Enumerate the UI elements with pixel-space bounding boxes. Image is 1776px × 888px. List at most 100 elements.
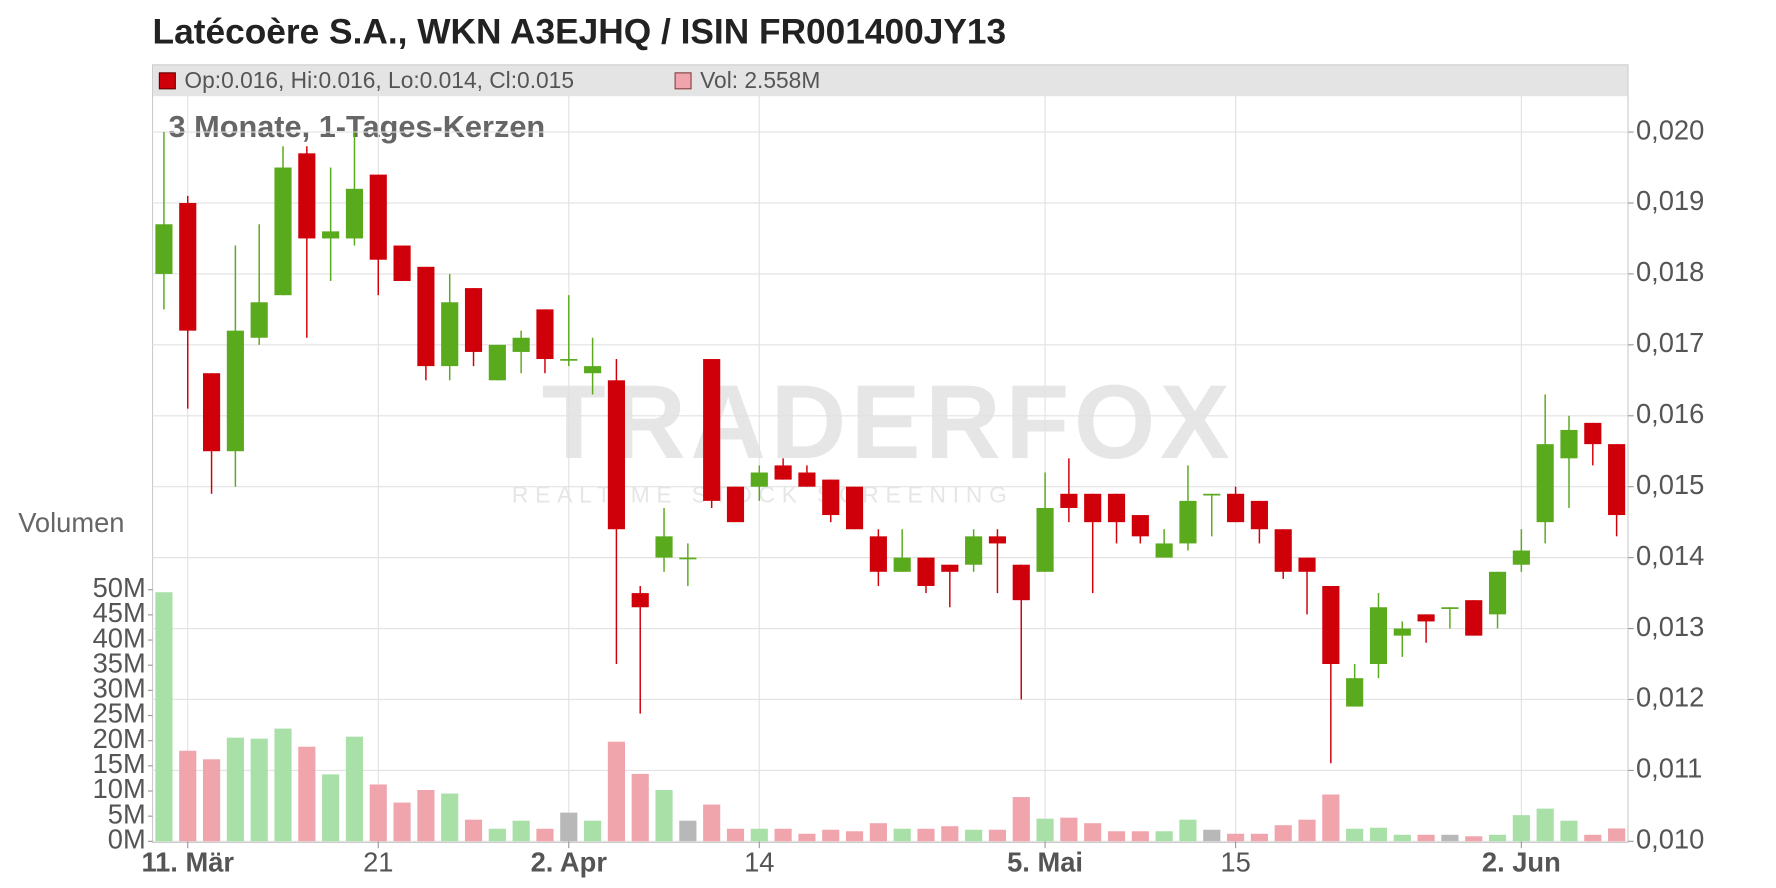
candle-body bbox=[1274, 529, 1292, 572]
y2-tick-label: 20M bbox=[93, 723, 146, 754]
y2-tick-label: 30M bbox=[93, 673, 146, 704]
volume-bar bbox=[274, 728, 292, 842]
watermark: TRADERFOX bbox=[542, 364, 1235, 481]
volume-bar bbox=[631, 773, 649, 842]
volume-bar bbox=[345, 736, 364, 842]
candle-body bbox=[1012, 564, 1030, 601]
volume-bar bbox=[1584, 834, 1602, 842]
candle-body bbox=[1036, 507, 1054, 572]
y2-tick-label: 40M bbox=[93, 622, 146, 653]
candle-body bbox=[1155, 543, 1173, 558]
candle-body bbox=[393, 245, 411, 282]
candle-body bbox=[1298, 557, 1316, 572]
candle-body bbox=[1393, 628, 1411, 636]
volume-bar bbox=[750, 828, 768, 842]
subtitle: 3 Monate, 1-Tages-Kerzen bbox=[168, 109, 545, 144]
x-tick-label: 14 bbox=[744, 846, 774, 877]
candle-body bbox=[750, 472, 768, 487]
volume-bar bbox=[202, 759, 221, 842]
y2-tick-label: 15M bbox=[93, 748, 146, 779]
legend-price-swatch bbox=[158, 72, 176, 90]
candle-body bbox=[369, 174, 387, 260]
volume-bar bbox=[1179, 819, 1197, 842]
candle-body bbox=[155, 224, 173, 274]
volume-bar bbox=[155, 592, 173, 842]
volume-bar bbox=[1250, 833, 1268, 842]
volume-bar bbox=[1060, 817, 1078, 842]
volume-bar bbox=[1393, 834, 1411, 842]
y-tick-label: 0,016 bbox=[1636, 398, 1704, 429]
y-tick-label: 0,015 bbox=[1636, 469, 1704, 500]
volume-bar bbox=[774, 828, 792, 842]
volume-bar bbox=[1012, 797, 1030, 842]
candle-body bbox=[679, 557, 697, 560]
plot-frame bbox=[151, 64, 1629, 844]
candle-body bbox=[1369, 607, 1388, 665]
volume-bar bbox=[607, 741, 625, 842]
candle-body bbox=[1608, 444, 1626, 516]
candle-body bbox=[345, 188, 364, 239]
y-tick-label: 0,010 bbox=[1636, 824, 1704, 855]
candle-body bbox=[1584, 422, 1602, 445]
candle-body bbox=[1560, 429, 1578, 459]
volume-bar bbox=[869, 823, 887, 842]
volume-bar bbox=[1608, 828, 1626, 842]
candle-body bbox=[607, 380, 625, 530]
volume-bar bbox=[512, 820, 530, 842]
y2-tick-label: 45M bbox=[93, 597, 146, 628]
candle-body bbox=[512, 337, 530, 352]
candle-body bbox=[1203, 493, 1221, 496]
candle-body bbox=[1131, 515, 1149, 537]
candle-body bbox=[536, 309, 554, 360]
volume-bar bbox=[1155, 831, 1173, 842]
candle-body bbox=[560, 359, 578, 361]
candle-body bbox=[774, 465, 792, 480]
candle-body bbox=[250, 302, 268, 338]
candle-body bbox=[845, 486, 864, 530]
candle-body bbox=[441, 302, 459, 367]
volume-bar bbox=[417, 789, 435, 842]
volume-bar bbox=[845, 831, 864, 842]
volume-bar bbox=[536, 828, 554, 842]
volume-bar bbox=[1369, 827, 1388, 842]
volume-bar bbox=[703, 804, 721, 842]
candle-body bbox=[1107, 493, 1126, 523]
volume-bar bbox=[893, 828, 911, 842]
legend-band bbox=[153, 65, 1628, 97]
volume-bar bbox=[584, 820, 602, 842]
candle-body bbox=[488, 344, 506, 381]
volume-bar bbox=[679, 820, 697, 842]
volume-bar bbox=[1488, 834, 1507, 842]
legend-volume-swatch bbox=[674, 72, 692, 90]
y-tick-label: 0,017 bbox=[1636, 327, 1704, 358]
volume-bar bbox=[369, 784, 387, 842]
candle-body bbox=[798, 472, 816, 487]
volume-bar bbox=[226, 737, 244, 842]
candle-body bbox=[1060, 493, 1078, 508]
y-tick-label: 0,013 bbox=[1636, 611, 1704, 642]
volume-bar bbox=[441, 793, 459, 842]
candle-body bbox=[703, 359, 721, 501]
candle-body bbox=[1322, 585, 1340, 665]
candle-body bbox=[1084, 493, 1102, 523]
volume-bar bbox=[822, 829, 840, 842]
volume-bar bbox=[298, 746, 316, 842]
volume-bar bbox=[464, 819, 483, 842]
volume-bar bbox=[1036, 818, 1054, 842]
candle-body bbox=[179, 202, 197, 331]
volume-bar bbox=[1560, 820, 1578, 842]
y-tick-label: 0,018 bbox=[1636, 256, 1704, 287]
candle-body bbox=[631, 593, 649, 608]
candle-body bbox=[1536, 444, 1554, 523]
candle-body bbox=[202, 373, 221, 452]
candle-body bbox=[822, 479, 840, 516]
volume-bar bbox=[1274, 825, 1292, 842]
volume-bar bbox=[1512, 815, 1530, 842]
y-tick-label: 0,014 bbox=[1636, 540, 1704, 571]
volume-bar bbox=[941, 826, 959, 842]
volume-axis-label: Volumen bbox=[18, 507, 124, 538]
volume-bar bbox=[322, 774, 340, 842]
candle-body bbox=[1250, 500, 1268, 530]
volume-bar bbox=[1536, 808, 1554, 842]
y-tick-label: 0,020 bbox=[1636, 114, 1704, 145]
